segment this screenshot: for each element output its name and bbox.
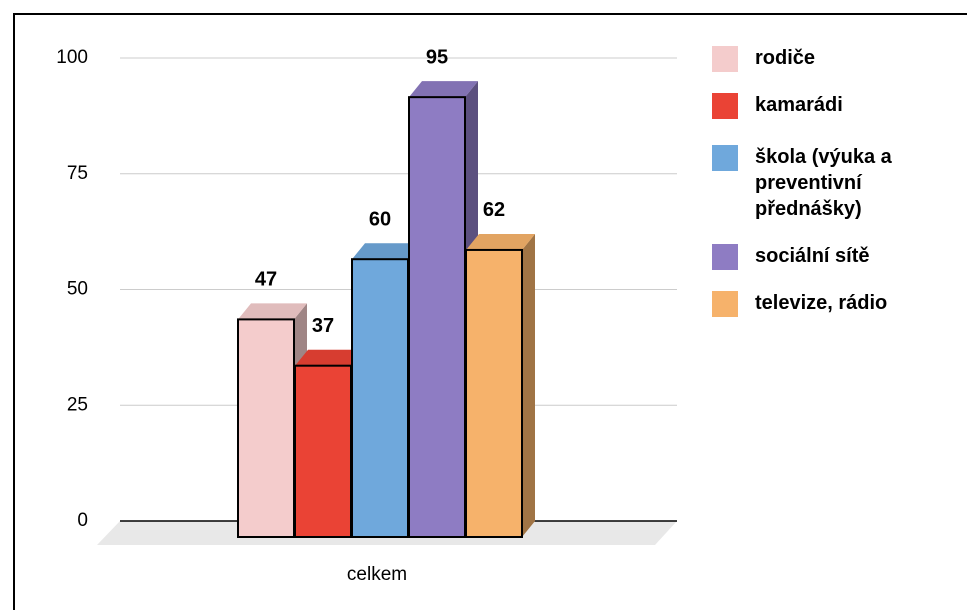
- legend-label: sociální sítě: [755, 245, 870, 267]
- legend-item: kamarádi: [712, 92, 955, 119]
- bar-top-shade: [409, 81, 478, 98]
- legend-label: televize, rádio: [755, 292, 888, 314]
- legend-item: škola (výuka a preventivní přednášky): [712, 144, 955, 222]
- bar-top: [295, 349, 364, 366]
- legend-label: kamarádi: [755, 94, 843, 116]
- y-tick-label: 100: [56, 47, 88, 68]
- legend-swatch: [712, 46, 738, 72]
- data-label: 95: [426, 46, 448, 68]
- legend-label: rodiče: [755, 47, 816, 69]
- data-label: 37: [312, 315, 334, 337]
- legend-swatch: [712, 291, 738, 317]
- legend-swatch: [712, 93, 738, 119]
- legend-item: rodiče: [712, 45, 955, 72]
- data-label: 62: [483, 199, 505, 221]
- bar: [294, 364, 352, 538]
- legend-item: sociální sítě: [712, 243, 955, 270]
- bar-top-shade: [295, 349, 364, 366]
- data-label: 47: [255, 269, 277, 291]
- bar: [237, 318, 295, 539]
- y-tick-label: 0: [77, 510, 88, 531]
- bar-top-shade: [466, 233, 535, 250]
- y-tick-label: 75: [67, 163, 88, 184]
- legend-swatch: [712, 145, 738, 171]
- bar-top-shade: [238, 303, 307, 320]
- x-category-label: celkem: [347, 564, 407, 585]
- legend-swatch: [712, 244, 738, 270]
- bar: [408, 96, 466, 539]
- bar-top-shade: [352, 243, 421, 260]
- bar-top: [409, 81, 478, 98]
- bar-side-shade: [522, 233, 535, 537]
- bar: [465, 248, 523, 538]
- data-label: 60: [369, 208, 391, 230]
- legend-label: škola (výuka a preventivní přednášky): [755, 146, 892, 220]
- bar: [351, 258, 409, 538]
- bar-top: [238, 303, 307, 320]
- frame: [13, 13, 967, 610]
- bar-side: [522, 233, 535, 537]
- bar-top: [466, 233, 535, 250]
- y-tick-label: 50: [67, 279, 88, 300]
- legend-item: televize, rádio: [712, 290, 955, 317]
- y-tick-label: 25: [67, 394, 88, 415]
- bar-top: [352, 243, 421, 260]
